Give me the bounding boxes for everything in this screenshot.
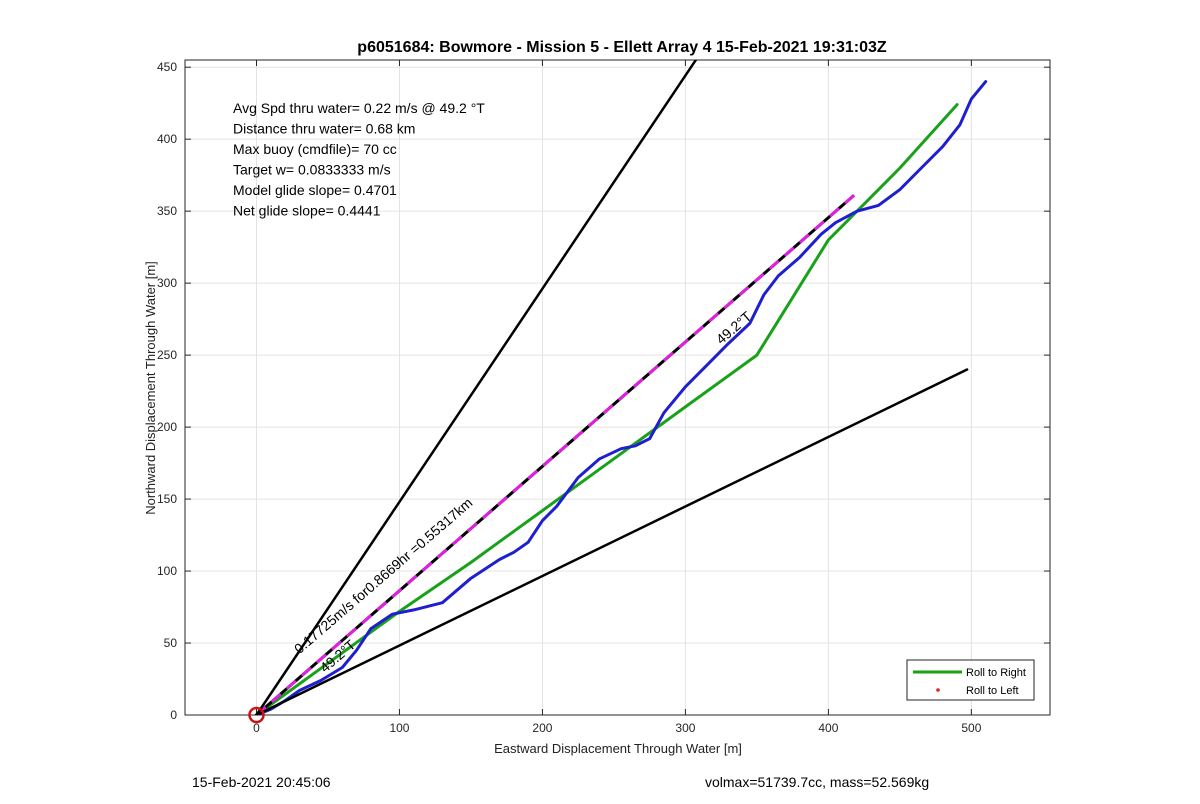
x-tick-label: 300 — [675, 721, 695, 735]
lower-bound-line — [255, 368, 969, 715]
stat-line: Net glide slope= 0.4441 — [233, 203, 381, 219]
legend-label: Roll to Left — [966, 685, 1019, 697]
y-tick-label: 450 — [157, 60, 177, 74]
stat-line: Avg Spd thru water= 0.22 m/s @ 49.2 °T — [233, 100, 485, 116]
series-layer — [248, 60, 988, 724]
legend-dot-swatch — [936, 688, 940, 692]
plot-area — [185, 60, 1050, 715]
x-axis-label: Eastward Displacement Through Water [m] — [494, 741, 742, 756]
stat-line: Max buoy (cmdfile)= 70 cc — [233, 141, 397, 157]
green-track-line — [255, 103, 959, 715]
x-tick-label: 400 — [818, 721, 838, 735]
axes-box — [184, 59, 1051, 716]
stat-line: Target w= 0.0833333 m/s — [233, 162, 391, 178]
y-tick-label: 400 — [157, 132, 177, 146]
y-tick-label: 50 — [164, 636, 178, 650]
magenta-dashed-line — [255, 194, 856, 715]
gridlines — [185, 60, 1050, 716]
y-tick-label: 350 — [157, 204, 177, 218]
x-tick-label: 0 — [253, 721, 260, 735]
origin-marker — [248, 706, 265, 724]
legend-box — [906, 659, 1035, 701]
y-tick-label: 150 — [157, 492, 177, 506]
series-group — [254, 60, 988, 715]
axes: 0 100 200 300 400 500 0 50 100 150 200 250 300 350 400… — [157, 59, 1051, 735]
stat-line: Distance thru water= 0.68 km — [233, 121, 415, 137]
x-tick-label: 100 — [389, 721, 409, 735]
footer-summary: volmax=51739.7cc, mass=52.569kg — [705, 774, 930, 790]
footer-timestamp: 15-Feb-2021 20:45:06 — [192, 774, 331, 790]
y-axis-label: Northward Displacement Through Water [m] — [143, 261, 158, 515]
legend-label: Roll to Right — [966, 667, 1026, 679]
blue-track-line — [255, 80, 988, 715]
y-tick-label: 200 — [157, 420, 177, 434]
stats-box: Avg Spd thru water= 0.22 m/s @ 49.2 °T Di… — [233, 100, 485, 219]
upper-bound-line — [255, 60, 698, 715]
y-tick-label: 100 — [157, 564, 177, 578]
x-tick-label: 500 — [961, 721, 981, 735]
chart-title: p6051684: Bowmore - Mission 5 - Ellett A… — [357, 39, 887, 56]
y-tick-label: 250 — [157, 348, 177, 362]
legend: Roll to Right Roll to Left — [906, 659, 1035, 701]
y-tick-label: 0 — [170, 708, 177, 722]
stat-line: Model glide slope= 0.4701 — [233, 182, 397, 198]
x-tick-label: 200 — [532, 721, 552, 735]
y-tick-label: 300 — [157, 276, 177, 290]
